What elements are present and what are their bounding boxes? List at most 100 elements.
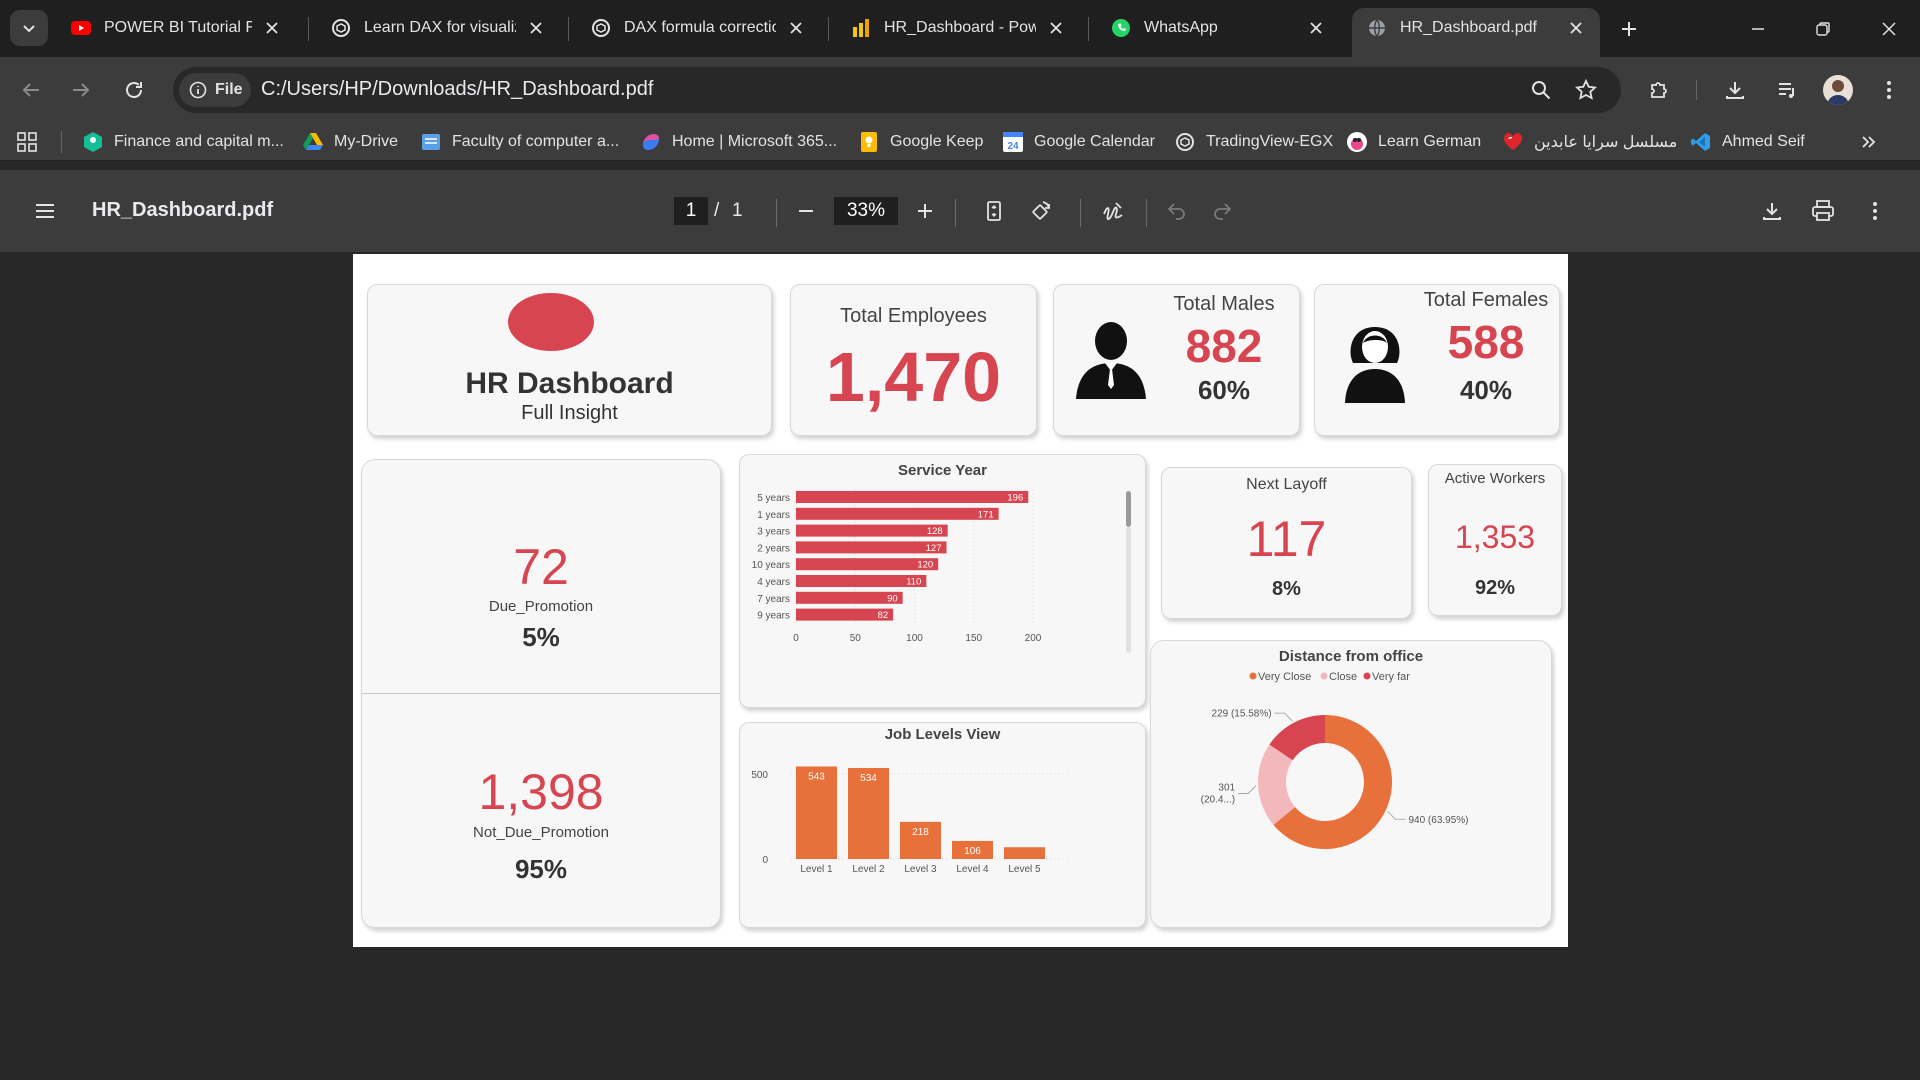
- total-females-value: 588: [1447, 316, 1525, 368]
- service-year-scroll-track: [1126, 527, 1131, 653]
- bookmark-learn-german[interactable]: Learn German: [1346, 130, 1481, 154]
- legend-label: Very Close: [1258, 671, 1311, 683]
- total-pages: 1: [732, 200, 743, 221]
- puzzle-icon: [1651, 82, 1667, 98]
- title-card: HR Dashboard Full Insight: [367, 284, 772, 436]
- close-tab-icon[interactable]: [1306, 18, 1326, 38]
- zoom-in-button[interactable]: [908, 194, 942, 228]
- service-year-title: Service Year: [898, 462, 987, 479]
- bookmark-finance[interactable]: Finance and capital m...: [82, 130, 284, 154]
- tab-search-button[interactable]: [10, 10, 48, 46]
- bookmark-google-calendar[interactable]: 24 Google Calendar: [1002, 130, 1155, 154]
- bookmark-star-button[interactable]: [1574, 78, 1598, 102]
- forward-button[interactable]: [64, 73, 98, 107]
- total-males-pct: 60%: [1197, 375, 1251, 405]
- extensions-button[interactable]: [1642, 73, 1676, 107]
- due-promotion-pct: 5%: [522, 622, 560, 652]
- bookmark-faculty[interactable]: Faculty of computer a...: [420, 130, 619, 154]
- bookmark-label: Learn German: [1378, 133, 1482, 150]
- category-label: Level 3: [904, 864, 937, 875]
- close-tab-icon[interactable]: [262, 18, 282, 38]
- data-label: 171: [978, 509, 994, 520]
- tab-hr-dashboard-pdf[interactable]: HR_Dashboard.pdf: [1352, 8, 1600, 57]
- reload-button[interactable]: [117, 73, 151, 107]
- profile-avatar[interactable]: [1823, 75, 1853, 105]
- close-tab-icon[interactable]: [1046, 18, 1066, 38]
- total-employees-card: Total Employees 1,470: [790, 284, 1037, 436]
- tab-hr-dashboard-powerbi[interactable]: HR_Dashboard - Powe: [836, 8, 1080, 48]
- download-icon: [1763, 203, 1781, 220]
- back-button[interactable]: [14, 73, 48, 107]
- media-control-button[interactable]: [1770, 73, 1804, 107]
- close-window-button[interactable]: [1874, 14, 1904, 44]
- leader-line: [1387, 810, 1406, 820]
- not-due-promotion-value: 1,398: [478, 764, 604, 820]
- promotion-card: 72 Due_Promotion 5% 1,398 Not_Due_Promot…: [361, 459, 721, 928]
- apps-button[interactable]: [16, 130, 48, 154]
- zoom-button[interactable]: [1529, 78, 1553, 102]
- not-due-promotion-label: Not_Due_Promotion: [473, 824, 609, 841]
- minimize-icon: [1752, 28, 1764, 30]
- page-number-input[interactable]: 1: [674, 197, 708, 225]
- tab-dax-formula[interactable]: DAX formula correction: [576, 8, 820, 48]
- data-label: 127: [926, 543, 942, 554]
- category-label: Level 5: [1008, 864, 1041, 875]
- distance-chart: Very Close Close Very far 940 (63.95%) 301(2…: [1201, 671, 1469, 849]
- site-info-chip[interactable]: File: [179, 73, 251, 107]
- more-vertical-icon: [1887, 81, 1891, 99]
- bookmark-google-keep[interactable]: Google Keep: [858, 130, 983, 154]
- pdf-download-button[interactable]: [1755, 194, 1789, 228]
- category-label: 4 years: [757, 577, 790, 588]
- tab-powerbi-tutorial[interactable]: POWER BI Tutorial Fron: [56, 8, 296, 48]
- browser-menu-button[interactable]: [1872, 73, 1906, 107]
- print-button[interactable]: [1806, 194, 1840, 228]
- service-year-scrollbar[interactable]: [1126, 491, 1131, 527]
- tab-learn-dax[interactable]: Learn DAX for visualiza: [316, 8, 560, 48]
- tab-whatsapp[interactable]: WhatsApp: [1096, 8, 1340, 48]
- minimize-button[interactable]: [1743, 14, 1773, 44]
- annotate-button[interactable]: [1096, 194, 1130, 228]
- address-bar[interactable]: File C:/Users/HP/Downloads/HR_Dashboard.…: [173, 67, 1621, 113]
- plus-icon: [1622, 22, 1636, 36]
- bar: [796, 575, 927, 587]
- zoom-level-input[interactable]: 33%: [834, 197, 898, 225]
- more-bookmarks-button[interactable]: [1858, 130, 1890, 154]
- next-layoff-card: Next Layoff 117 8%: [1161, 467, 1412, 619]
- bookmark-label: Home | Microsoft 365...: [672, 133, 838, 150]
- data-label: 120: [917, 560, 933, 571]
- category-label: 9 years: [757, 611, 790, 622]
- globe-icon: [1369, 19, 1385, 37]
- data-label: 196: [1007, 493, 1023, 504]
- rotate-button[interactable]: [1024, 194, 1058, 228]
- distance-card: Distance from office Very Close Close Very…: [1150, 640, 1552, 928]
- redo-button[interactable]: [1205, 194, 1239, 228]
- x-tick-label: 200: [1025, 633, 1042, 644]
- restore-button[interactable]: [1808, 14, 1838, 44]
- data-label: 218: [912, 827, 929, 838]
- due-promotion-label: Due_Promotion: [488, 598, 594, 615]
- total-employees-value: 1,470: [825, 338, 1002, 416]
- undo-button[interactable]: [1160, 194, 1194, 228]
- bookmark-my-drive[interactable]: My-Drive: [302, 130, 398, 154]
- new-tab-button[interactable]: [1614, 14, 1644, 44]
- bookmark-label: Finance and capital m...: [114, 133, 284, 150]
- bookmark-tradingview[interactable]: TradingView-EGX: [1174, 130, 1333, 154]
- bookmark-ahmed-seif[interactable]: Ahmed Seif: [1690, 130, 1805, 154]
- pdf-menu-button[interactable]: [28, 194, 62, 228]
- pdf-more-button[interactable]: [1858, 194, 1892, 228]
- close-tab-icon[interactable]: [1566, 18, 1586, 38]
- bookmark-saraya-abdeen[interactable]: مسلسل سرايا عابدين: [1502, 130, 1677, 154]
- downloads-button[interactable]: [1718, 73, 1752, 107]
- due-promotion-value: 72: [513, 539, 569, 595]
- fit-page-button[interactable]: [977, 194, 1011, 228]
- legend-marker: [1363, 672, 1371, 680]
- bookmark-microsoft-365[interactable]: Home | Microsoft 365...: [640, 130, 837, 154]
- category-label: 1 years: [757, 510, 790, 521]
- logo-ellipse: [508, 293, 594, 351]
- zoom-out-button[interactable]: [789, 194, 823, 228]
- not-due-promotion-pct: 95%: [514, 854, 568, 884]
- close-tab-icon[interactable]: [526, 18, 546, 38]
- url-text[interactable]: C:/Users/HP/Downloads/HR_Dashboard.pdf: [261, 78, 654, 100]
- close-tab-icon[interactable]: [786, 18, 806, 38]
- avatar-icon: [1827, 80, 1849, 105]
